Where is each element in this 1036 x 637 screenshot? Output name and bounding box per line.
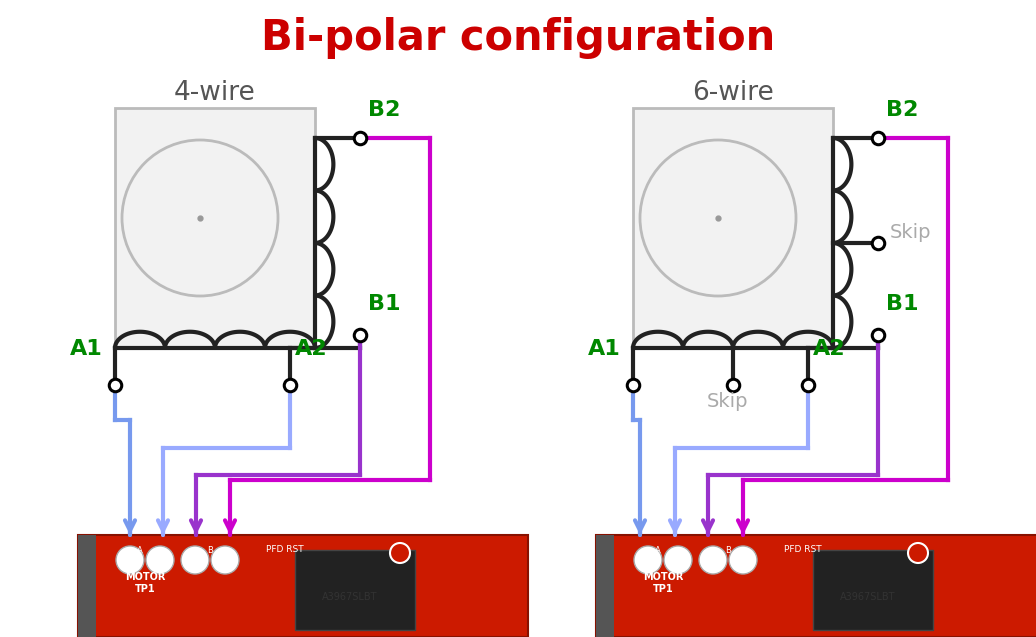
Text: A1: A1 — [70, 339, 103, 359]
Bar — [78, 535, 528, 637]
Bar — [596, 535, 614, 637]
Circle shape — [146, 546, 174, 574]
Text: PFD RST: PFD RST — [784, 545, 822, 554]
Circle shape — [729, 546, 757, 574]
Text: A2: A2 — [813, 339, 845, 359]
Text: MOTOR: MOTOR — [124, 572, 165, 582]
Bar — [813, 550, 933, 630]
Text: TP1: TP1 — [653, 584, 673, 594]
Bar — [633, 108, 833, 348]
Circle shape — [122, 140, 278, 296]
Circle shape — [390, 543, 410, 563]
Circle shape — [664, 546, 692, 574]
Bar — [115, 108, 315, 348]
Bar — [78, 535, 96, 637]
Bar — [295, 550, 415, 630]
Text: A1: A1 — [588, 339, 621, 359]
Circle shape — [211, 546, 239, 574]
Circle shape — [699, 546, 727, 574]
Text: A: A — [137, 546, 143, 555]
Text: MOTOR: MOTOR — [642, 572, 683, 582]
Text: A3967SLBT: A3967SLBT — [322, 592, 378, 602]
Text: Skip: Skip — [890, 223, 931, 242]
Text: B1: B1 — [886, 294, 919, 314]
Circle shape — [181, 546, 209, 574]
Text: Bi-polar configuration: Bi-polar configuration — [261, 17, 775, 59]
Bar — [596, 535, 1036, 637]
Circle shape — [908, 543, 928, 563]
Text: B: B — [725, 546, 731, 555]
Text: PFD RST: PFD RST — [266, 545, 304, 554]
Circle shape — [116, 546, 144, 574]
Text: A2: A2 — [295, 339, 327, 359]
Text: B2: B2 — [886, 100, 918, 120]
Text: 4-wire: 4-wire — [174, 80, 256, 106]
Text: Skip: Skip — [708, 392, 749, 411]
Text: B2: B2 — [368, 100, 400, 120]
Text: A3967SLBT: A3967SLBT — [840, 592, 896, 602]
Text: TP1: TP1 — [135, 584, 155, 594]
Text: A: A — [655, 546, 661, 555]
Text: B1: B1 — [368, 294, 401, 314]
Circle shape — [640, 140, 796, 296]
Text: B: B — [207, 546, 213, 555]
Text: 6-wire: 6-wire — [692, 80, 774, 106]
Circle shape — [634, 546, 662, 574]
